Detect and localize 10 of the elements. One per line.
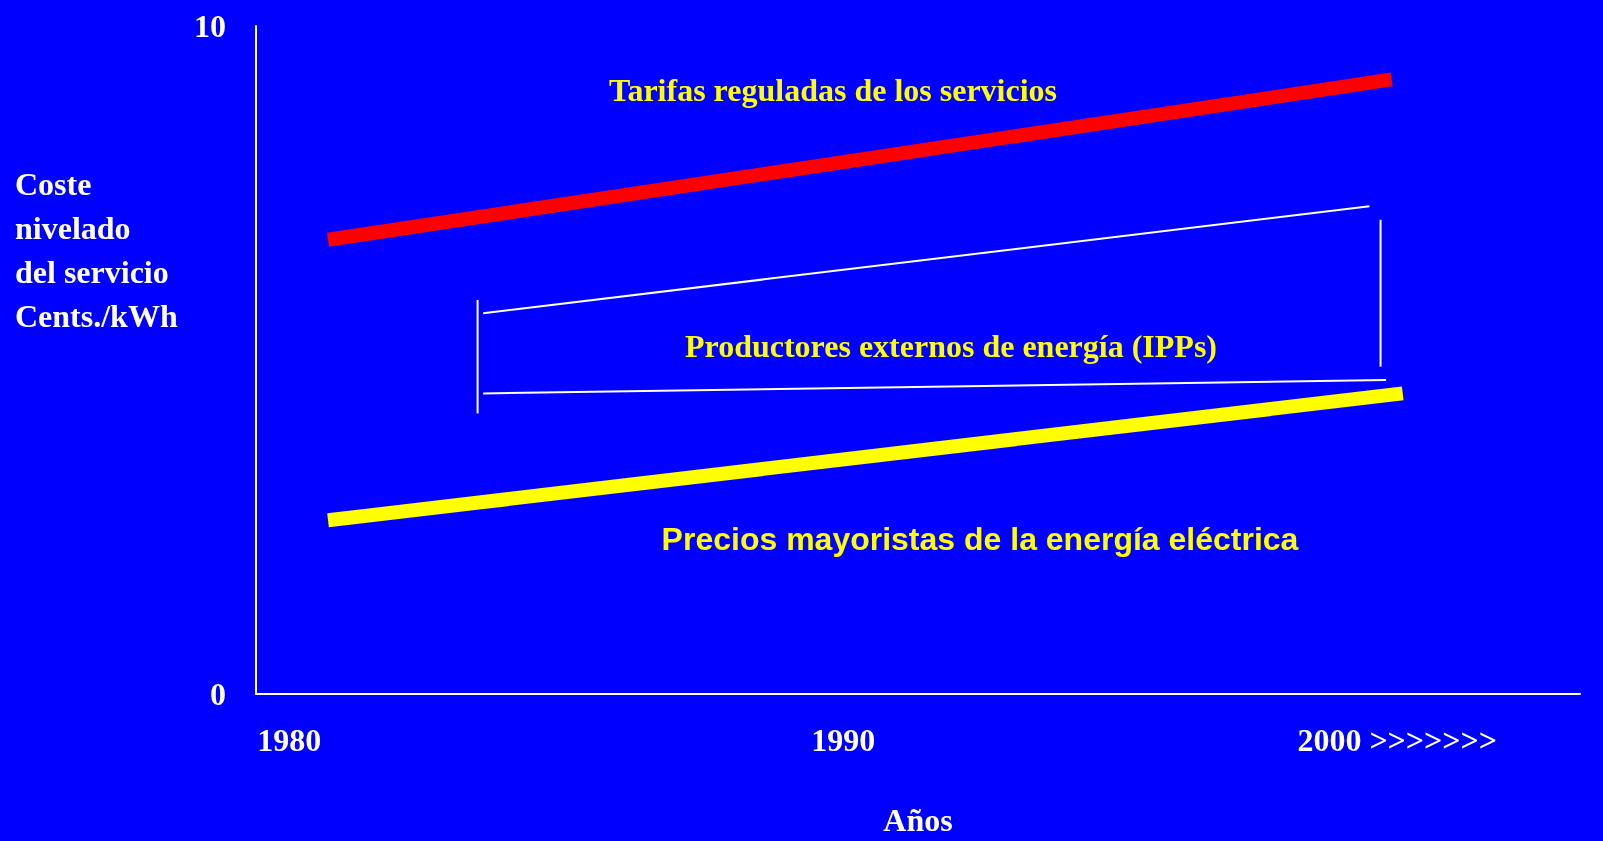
x-tick-label: 1990 [811, 722, 876, 758]
annotation: Precios mayoristas de la energía eléctrica [661, 521, 1299, 557]
y-tick-label: 0 [210, 676, 226, 712]
x-axis-title: Años [883, 802, 953, 838]
y-axis-title: Coste nivelado del servicio Cents./kWh [15, 166, 178, 334]
y-tick-label: 10 [194, 8, 226, 44]
x-tick-label: 2000 >>>>>>> [1297, 722, 1498, 758]
x-tick-label: 1980 [257, 722, 322, 758]
annotation: Tarifas reguladas de los servicios [608, 72, 1058, 108]
annotation: Productores externos de energía (IPPs) [684, 328, 1218, 364]
